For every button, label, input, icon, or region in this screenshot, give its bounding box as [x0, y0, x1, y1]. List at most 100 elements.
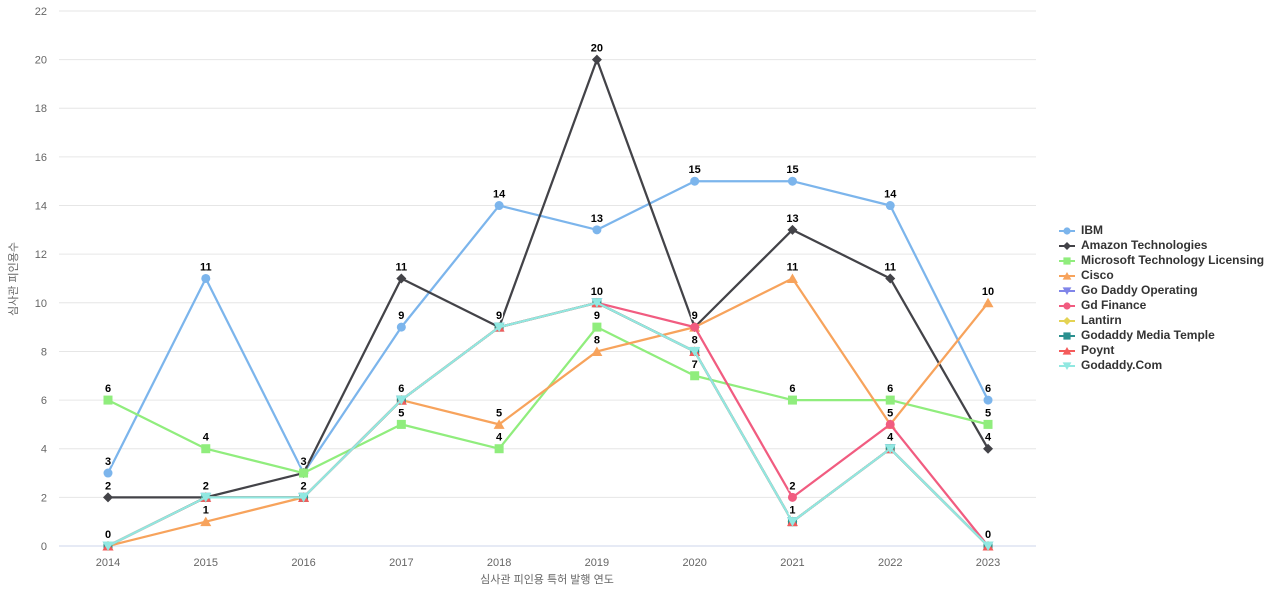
legend-item-godaddy-com[interactable]: Godaddy.Com	[1059, 358, 1264, 373]
data-point-ibm-2017[interactable]	[396, 322, 406, 332]
data-point-godaddy-com-2018[interactable]	[493, 322, 505, 333]
data-point-microsoft-technology-licensing-2020[interactable]	[690, 371, 700, 381]
data-label: 14	[493, 189, 506, 201]
data-point-amazon-technologies-2023[interactable]	[983, 443, 994, 454]
legend-item-amazon-technologies[interactable]: Amazon Technologies	[1059, 238, 1264, 253]
data-label: 11	[200, 261, 212, 273]
data-point-microsoft-technology-licensing-2022[interactable]	[885, 395, 895, 405]
data-label: 6	[398, 383, 404, 395]
data-point-microsoft-technology-licensing-2015[interactable]	[201, 444, 211, 454]
data-point-godaddy-com-2016[interactable]	[298, 492, 310, 503]
legend-item-godaddy-media-temple[interactable]: Godaddy Media Temple	[1059, 328, 1264, 343]
data-point-godaddy-com-2017[interactable]	[395, 395, 407, 406]
data-point-microsoft-technology-licensing-2017[interactable]	[396, 419, 406, 429]
series-line-godaddy-media-temple[interactable]	[106, 301, 990, 548]
data-label: 0	[105, 529, 111, 541]
series-line-poynt[interactable]	[106, 301, 990, 548]
data-point-microsoft-technology-licensing-2016[interactable]	[299, 468, 309, 478]
legend-item-ibm[interactable]: IBM	[1059, 223, 1264, 238]
data-label: 0	[105, 529, 111, 541]
data-label: 2	[300, 480, 306, 492]
diamond-legend-icon	[1059, 241, 1075, 250]
legend-item-go-daddy-operating[interactable]: Go Daddy Operating	[1059, 283, 1264, 298]
data-point-gd-finance-2020[interactable]	[690, 322, 700, 332]
data-point-godaddy-com-2019[interactable]	[591, 298, 603, 308]
data-label: 15	[786, 164, 798, 176]
data-point-cisco-2023[interactable]	[982, 297, 994, 308]
y-tick-label: 4	[41, 444, 47, 456]
data-label: 4	[496, 432, 503, 444]
data-label: 0	[105, 529, 111, 541]
series-line-amazon-technologies[interactable]	[106, 58, 990, 499]
data-label: 0	[105, 529, 111, 541]
data-point-godaddy-com-2015[interactable]	[200, 492, 212, 503]
series-line-go-daddy-operating[interactable]	[106, 301, 990, 548]
data-point-amazon-technologies-2019[interactable]	[591, 54, 602, 65]
data-point-microsoft-technology-licensing-2023[interactable]	[983, 419, 993, 429]
x-tick-label: 2023	[976, 557, 1000, 569]
data-label: 5	[985, 407, 991, 419]
data-point-microsoft-technology-licensing-2021[interactable]	[787, 395, 797, 405]
data-point-cisco-2018[interactable]	[493, 419, 505, 429]
series-line-gd-finance[interactable]	[106, 301, 990, 548]
data-point-godaddy-com-2022[interactable]	[884, 444, 896, 454]
data-point-amazon-technologies-2021[interactable]	[787, 224, 798, 235]
legend-item-cisco[interactable]: Cisco	[1059, 268, 1264, 283]
diamond-legend-icon	[1059, 316, 1075, 325]
data-point-ibm-2021[interactable]	[787, 176, 797, 186]
data-label: 10	[982, 286, 994, 298]
data-point-gd-finance-2021[interactable]	[787, 492, 797, 502]
data-point-amazon-technologies-2022[interactable]	[885, 273, 896, 284]
data-point-ibm-2014[interactable]	[103, 468, 113, 478]
data-point-amazon-technologies-2017[interactable]	[396, 273, 407, 284]
data-point-ibm-2023[interactable]	[983, 395, 993, 405]
triangle-down-icon	[1062, 361, 1072, 370]
series-ibm	[103, 176, 993, 478]
legend-item-lantirn[interactable]: Lantirn	[1059, 313, 1264, 328]
data-point-godaddy-com-2014[interactable]	[102, 541, 114, 552]
data-point-gd-finance-2022[interactable]	[885, 419, 895, 429]
data-label: 3	[300, 456, 306, 468]
legend-item-gd-finance[interactable]: Gd Finance	[1059, 298, 1264, 313]
data-point-ibm-2022[interactable]	[885, 201, 895, 211]
data-label: 3	[300, 456, 306, 468]
legend-item-microsoft-technology-licensing[interactable]: Microsoft Technology Licensing	[1059, 253, 1264, 268]
data-label: 4	[985, 432, 992, 444]
data-point-godaddy-com-2021[interactable]	[786, 517, 798, 527]
data-point-microsoft-technology-licensing-2014[interactable]	[103, 395, 113, 405]
data-label: 0	[985, 529, 991, 541]
series-line-lantirn[interactable]	[106, 301, 990, 548]
series-line-godaddy-com[interactable]	[106, 301, 990, 548]
data-label: 11	[884, 261, 896, 273]
data-point-ibm-2015[interactable]	[201, 273, 211, 283]
data-point-cisco-2019[interactable]	[591, 346, 603, 356]
data-point-godaddy-com-2023[interactable]	[982, 541, 994, 552]
y-tick-label: 10	[35, 298, 47, 310]
data-label: 8	[594, 334, 600, 346]
data-label: 6	[887, 383, 893, 395]
x-tick-label: 2022	[878, 557, 902, 569]
data-point-ibm-2019[interactable]	[592, 225, 602, 235]
data-label: 1	[789, 505, 795, 517]
data-point-ibm-2020[interactable]	[690, 176, 700, 186]
data-point-cisco-2015[interactable]	[200, 516, 212, 527]
data-label: 1	[203, 505, 209, 517]
data-point-microsoft-technology-licensing-2019[interactable]	[592, 322, 602, 332]
data-label: 7	[692, 359, 698, 371]
legend-item-poynt[interactable]: Poynt	[1059, 343, 1264, 358]
y-axis-title: 심사관 피인용수	[7, 242, 20, 316]
data-point-amazon-technologies-2014[interactable]	[103, 492, 113, 503]
data-label: 0	[985, 529, 991, 541]
data-label: 2	[203, 480, 209, 492]
series-line-cisco[interactable]	[106, 277, 990, 548]
data-label: 6	[398, 383, 404, 395]
data-label: 4	[887, 432, 894, 444]
data-point-microsoft-technology-licensing-2018[interactable]	[494, 444, 504, 454]
data-label: 4	[887, 432, 894, 444]
data-point-ibm-2018[interactable]	[494, 201, 504, 211]
data-point-godaddy-com-2020[interactable]	[689, 346, 701, 357]
data-point-cisco-2021[interactable]	[786, 273, 798, 283]
series-line-ibm[interactable]	[106, 180, 990, 475]
data-label: 15	[689, 164, 701, 176]
